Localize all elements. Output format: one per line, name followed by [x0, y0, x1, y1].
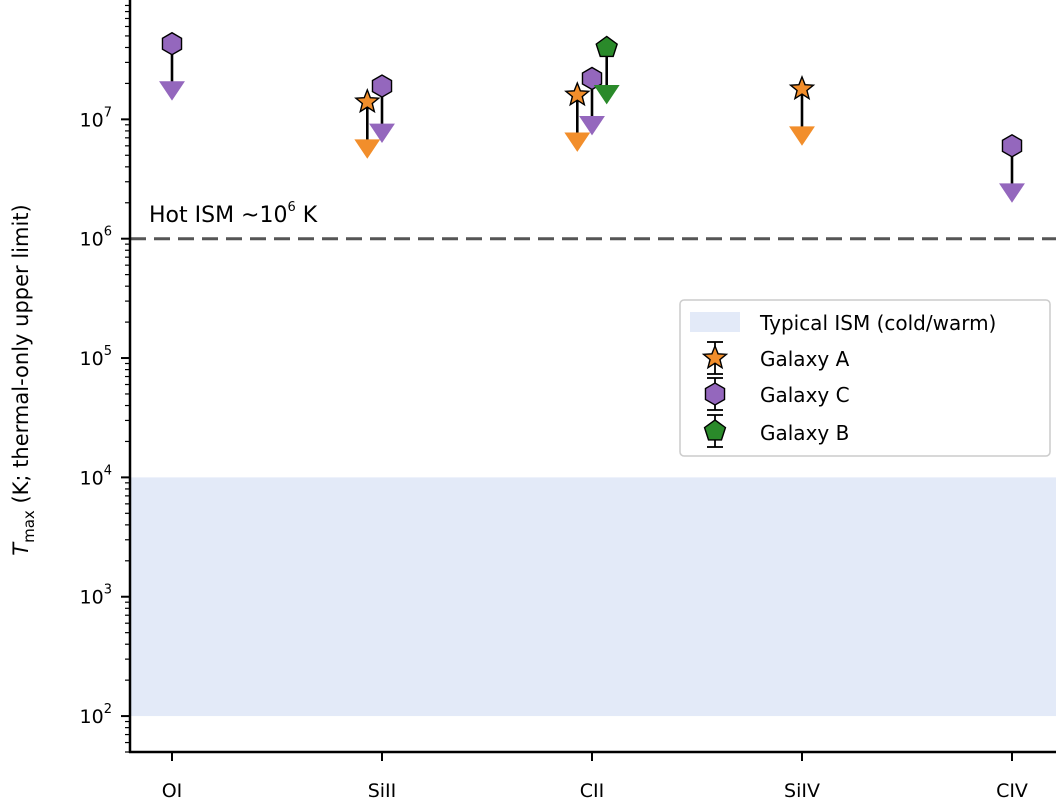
- point-galaxy-a-siiv: [788, 74, 816, 101]
- x-tick-label-oi: OI: [162, 780, 183, 802]
- legend-marker-galaxy-b: [703, 419, 727, 441]
- legend-label-band: Typical ISM (cold/warm): [759, 311, 996, 335]
- y-tick-label: 103: [80, 583, 112, 609]
- x-tick-label-siii: SiII: [368, 780, 397, 802]
- ism-band-layer: [130, 477, 1056, 717]
- point-galaxy-a-siii: [354, 87, 381, 114]
- ism-band: [130, 477, 1056, 717]
- y-axis-label: Tmax (K; thermal-only upper limit): [9, 204, 38, 555]
- y-tick-label: 105: [80, 344, 112, 370]
- point-galaxy-a-siiv-limit-head: [789, 126, 815, 146]
- point-galaxy-a-siii-limit-head: [354, 139, 381, 159]
- point-galaxy-a-cii-limit-head: [564, 132, 591, 152]
- point-galaxy-c-oi-limit-head: [159, 81, 185, 101]
- legend-band-swatch: [690, 312, 740, 332]
- x-tick-label-siiv: SiIV: [784, 780, 820, 802]
- point-galaxy-c-oi: [161, 31, 183, 56]
- point-galaxy-b-cii: [595, 35, 618, 58]
- legend-entry-galaxy-c: Galaxy C: [704, 377, 850, 411]
- series-galaxy-a: [354, 74, 816, 159]
- legend: Typical ISM (cold/warm) Galaxy A Galaxy …: [679, 299, 1051, 457]
- legend-frame: [679, 299, 1051, 457]
- legend-marker-galaxy-a: [701, 344, 729, 370]
- series-galaxy-c: [159, 31, 1025, 203]
- legend-entry-band: Typical ISM (cold/warm): [690, 311, 996, 335]
- legend-entry-galaxy-a: Galaxy A: [701, 341, 850, 375]
- point-galaxy-c-cii-limit-head: [579, 115, 605, 136]
- series-layer: [159, 31, 1025, 203]
- y-tick-label: 106: [80, 225, 112, 251]
- series-galaxy-b: [593, 35, 620, 105]
- x-tick-label-civ: CIV: [996, 780, 1028, 802]
- point-galaxy-c-civ-limit-head: [999, 183, 1025, 203]
- y-tick-label: 107: [80, 105, 112, 131]
- x-tick-label-cii: CII: [580, 780, 604, 802]
- legend-label-galaxy-a: Galaxy A: [760, 347, 850, 371]
- legend-entry-galaxy-b: Galaxy B: [703, 414, 849, 448]
- point-galaxy-b-cii-limit-head: [593, 84, 620, 105]
- point-galaxy-a-cii: [564, 81, 591, 107]
- point-galaxy-c-cii: [581, 66, 603, 91]
- reference-line-label: Hot ISM ~106 K: [149, 200, 318, 228]
- legend-label-galaxy-c: Galaxy C: [760, 383, 850, 407]
- point-galaxy-c-siii-limit-head: [369, 123, 395, 143]
- point-galaxy-c-civ: [1001, 134, 1023, 158]
- point-galaxy-c-siii: [371, 74, 393, 98]
- y-tick-label: 104: [80, 463, 112, 489]
- legend-marker-galaxy-c: [704, 382, 726, 406]
- y-tick-label: 102: [80, 702, 112, 728]
- legend-label-galaxy-b: Galaxy B: [760, 421, 849, 445]
- axes: 102 103 104 105 106 107 OI SiII CII SiIV CIV: [80, 0, 1056, 802]
